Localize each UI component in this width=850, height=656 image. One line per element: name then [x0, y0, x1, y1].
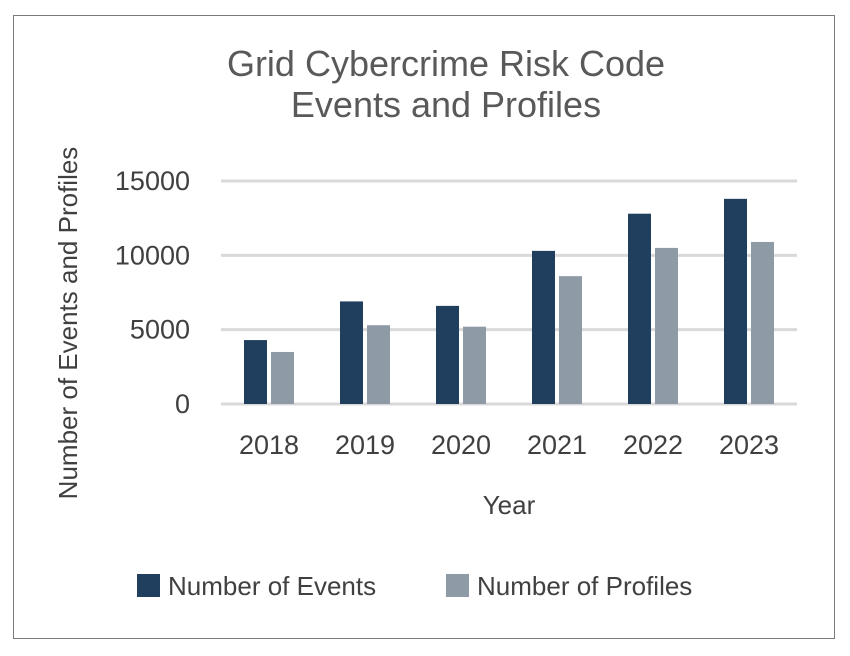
- x-tick-label: 2021: [527, 430, 587, 460]
- x-tick-label: 2020: [431, 430, 491, 460]
- y-axis-label: Number of Events and Profiles: [53, 147, 83, 500]
- bar-profiles-2021: [559, 276, 582, 404]
- bar-events-2023: [724, 198, 747, 404]
- x-tick-label: 2019: [335, 430, 395, 460]
- x-axis-label: Year: [483, 490, 536, 520]
- legend-swatch-events: [137, 574, 160, 597]
- bar-events-2021: [532, 250, 555, 404]
- bars: [244, 198, 774, 404]
- bar-profiles-2020: [463, 326, 486, 404]
- x-tick-label: 2022: [623, 430, 683, 460]
- chart-title-line-1: Grid Cybercrime Risk Code: [227, 43, 665, 84]
- x-tick-label: 2018: [239, 430, 299, 460]
- bar-profiles-2022: [655, 247, 678, 404]
- y-tick-label: 0: [175, 389, 190, 419]
- bar-events-2022: [628, 213, 651, 404]
- bar-events-2020: [436, 305, 459, 404]
- y-tick-label: 5000: [130, 315, 190, 345]
- x-tick-label: 2023: [719, 430, 779, 460]
- chart-frame: [13, 15, 835, 639]
- bar-profiles-2019: [367, 325, 390, 404]
- x-tick-labels: 2018 2019 2020 2021 2022 2023: [239, 430, 779, 460]
- y-tick-label: 10000: [115, 240, 190, 270]
- gridlines: [221, 179, 797, 406]
- legend: Number of Events Number of Profiles: [137, 571, 692, 601]
- y-tick-labels: 0 5000 10000 15000: [115, 166, 190, 419]
- y-tick-label: 15000: [115, 166, 190, 196]
- bar-profiles-2018: [271, 351, 294, 404]
- bar-events-2018: [244, 340, 267, 404]
- chart-title-line-2: Events and Profiles: [291, 84, 601, 125]
- bar-events-2019: [340, 301, 363, 404]
- bar-profiles-2023: [751, 241, 774, 404]
- chart-title: Grid Cybercrime Risk Code Events and Pro…: [227, 43, 665, 125]
- legend-label-events: Number of Events: [168, 571, 376, 601]
- legend-swatch-profiles: [446, 574, 469, 597]
- legend-label-profiles: Number of Profiles: [477, 571, 692, 601]
